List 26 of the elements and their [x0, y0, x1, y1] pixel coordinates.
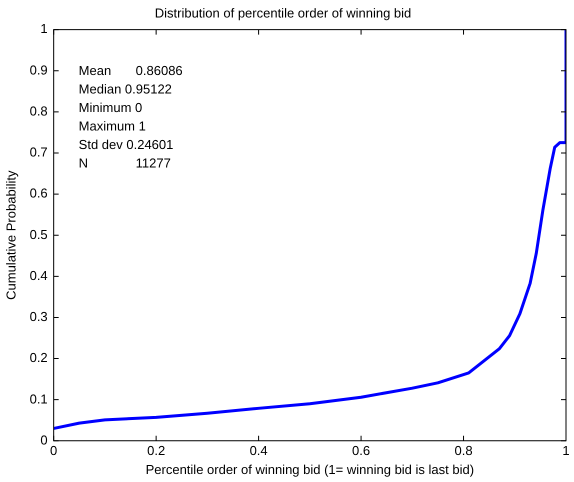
y-tick-label: 1: [40, 21, 48, 36]
y-tick-label: 0.7: [30, 144, 48, 160]
annotation: Minimum 0: [78, 100, 142, 116]
chart-title: Distribution of percentile order of winning bid: [154, 5, 412, 20]
y-tick-label: 0.3: [30, 309, 48, 324]
y-tick-label: 0: [40, 432, 48, 448]
y-tick-label: 0.2: [30, 350, 48, 366]
annotation: Median 0.95122: [78, 82, 172, 97]
x-tick-label: 0.2: [147, 443, 166, 458]
x-axis-title: Percentile order of winning bid (1= winning bid is last bid): [146, 462, 474, 477]
text: Mean 0.86086: [78, 63, 183, 78]
y-tick-label: 0.5: [30, 226, 48, 242]
y-tick-label: 0.9: [30, 62, 48, 78]
x-tick-label: 0.4: [250, 443, 268, 458]
y-tick-label: 0.8: [30, 103, 48, 118]
text: N 11277: [78, 156, 171, 171]
x-tick-label: 0.8: [454, 443, 473, 458]
y-tick-label: 0.1: [30, 391, 48, 406]
y-tick-label: 0.4: [30, 268, 48, 283]
x-tick-label: 1: [562, 443, 570, 458]
annotation: Maximum 1: [78, 118, 146, 134]
annotation: Std dev 0.24601: [78, 137, 174, 152]
y-axis-title: Cumulative Probability: [3, 170, 18, 300]
y-tick-label: 0.6: [30, 186, 48, 201]
x-tick-label: 0: [50, 443, 58, 458]
x-tick-label: 0.6: [352, 443, 370, 458]
